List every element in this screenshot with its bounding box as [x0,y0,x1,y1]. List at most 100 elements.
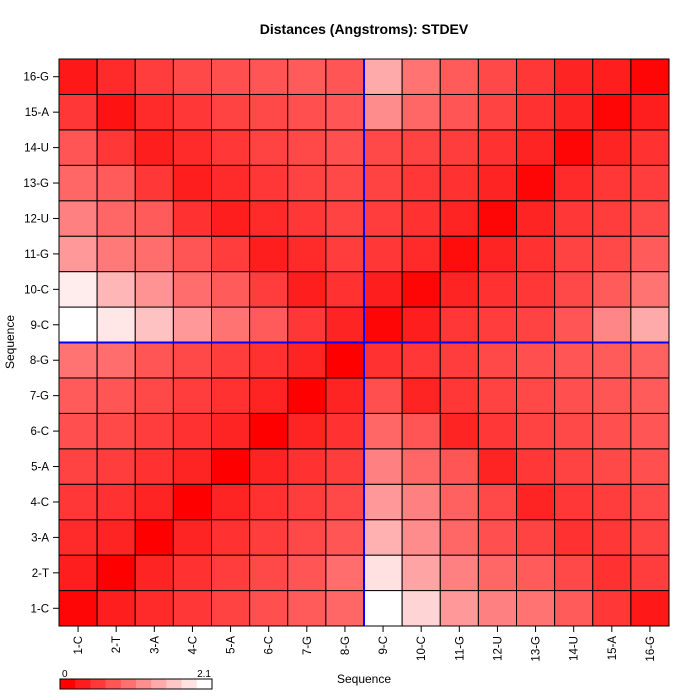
heatmap-cell [516,448,556,485]
heatmap-cell [134,200,174,237]
heatmap-cell [592,306,632,343]
heatmap-cell [211,342,251,379]
heatmap-cell [96,377,136,414]
heatmap-cell [554,448,594,485]
x-tick-label: 13-G [531,636,543,662]
heatmap-cell [477,412,518,450]
heatmap-cell [58,554,98,592]
legend-min-label: 0 [62,669,68,680]
heatmap-cell [325,483,365,521]
heatmap-cell [630,590,670,627]
heatmap-cell [325,412,365,450]
heatmap-cell [249,200,289,237]
heatmap-cell [630,129,670,166]
heatmap-cell [363,342,403,379]
heatmap-cell [363,306,403,343]
heatmap-cell [439,93,479,131]
heatmap-cell [58,129,98,166]
heatmap-cell [211,235,251,273]
legend-swatch [60,679,76,689]
heatmap-cell [630,554,670,592]
heatmap-cell [554,483,594,521]
legend-swatch [120,679,137,689]
legend-swatch [90,679,106,689]
heatmap-cell [249,377,289,414]
heatmap-cell [134,306,174,343]
heatmap-cell [172,377,213,414]
heatmap-cell [477,129,518,166]
x-tick-label: 5-A [226,636,238,654]
heatmap-cell [363,590,403,627]
heatmap-cell [592,271,632,308]
x-tick-label: 1-C [73,636,85,655]
heatmap-cell [554,377,594,414]
heatmap-cell [439,271,479,308]
heatmap-cell [516,412,556,450]
heatmap-cell [516,342,556,379]
heatmap-cell [477,306,518,343]
legend-frame [59,678,213,690]
heatmap-cell [630,200,670,237]
heatmap-cell [401,164,441,202]
heatmap-cell [363,200,403,237]
heatmap-cell [516,58,556,95]
heatmap-cell [363,412,403,450]
heatmap-cell [96,200,136,237]
heatmap-cell [96,412,136,450]
heatmap-cell [58,590,98,627]
heatmap-cell [172,448,213,485]
heatmap-cell [592,342,632,379]
legend-swatch [75,679,91,689]
heatmap-cell [58,58,98,95]
heatmap-cell [134,554,174,592]
heatmap-cell [211,271,251,308]
y-tick-label: 16-G [23,72,49,84]
heatmap-cell [249,554,289,592]
heatmap-cell [134,412,174,450]
heatmap-cell [554,590,594,627]
heatmap-cell [134,271,174,308]
heatmap-cell [477,342,518,379]
heatmap-cell [96,448,136,485]
x-tick-label: 15-A [607,636,619,661]
heatmap-cell [287,448,327,485]
heatmap-cell [134,129,174,166]
heatmap-cell [401,200,441,237]
y-tick-label: 2-T [32,568,49,580]
legend-swatch [136,679,152,689]
x-tick-label: 7-G [302,636,314,655]
heatmap-cell [554,93,594,131]
y-tick-label: 8-G [30,355,49,367]
heatmap-cell [96,342,136,379]
x-tick-label: 3-A [149,636,161,654]
x-tick-label: 9-C [378,636,390,655]
heatmap-cell [401,554,441,592]
x-tick-label: 14-U [569,636,581,661]
heatmap-cell [249,306,289,343]
heatmap-cell [325,200,365,237]
heatmap-cell [439,200,479,237]
heatmap-cell [249,342,289,379]
heatmap-cell [516,129,556,166]
heatmap-cell [172,93,213,131]
color-legend [59,678,213,690]
y-tick-label: 3-A [31,532,49,544]
heatmap-cell [363,377,403,414]
heatmap-cell [211,377,251,414]
heatmap-cell [477,483,518,521]
heatmap-cell [325,590,365,627]
heatmap-cell [325,271,365,308]
y-axis-label: Sequence [3,315,17,369]
heatmap-cell [172,483,213,521]
heatmap-cell [630,519,670,556]
heatmap-cell [516,306,556,343]
heatmap-cell [96,554,136,592]
heatmap-cell [172,271,213,308]
heatmap-cell [363,129,403,166]
heatmap-cell [134,93,174,131]
heatmap-cell [592,448,632,485]
heatmap-cell [439,235,479,273]
heatmap-cell [172,519,213,556]
heatmap-cell [58,93,98,131]
